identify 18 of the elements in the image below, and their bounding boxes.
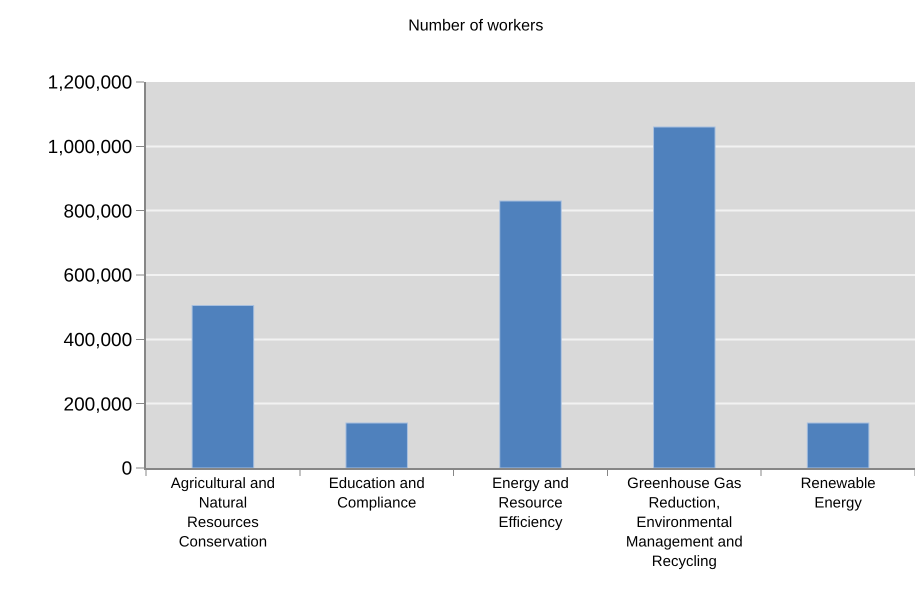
x-tick-label: Greenhouse Gas Reduction, Environmental Management and Recycling [626, 475, 743, 570]
bar [806, 422, 870, 468]
x-tick-label: Energy and Resource Efficiency [492, 475, 569, 531]
x-tick-label: Education and Compliance [328, 475, 425, 512]
y-tick-label: 400,000 [64, 330, 132, 351]
y-tick-label: 800,000 [64, 201, 132, 222]
y-tick-label: 200,000 [64, 394, 132, 416]
y-tick-label: 1,200,000 [48, 72, 132, 94]
x-tick-label: Renewable Energy [800, 475, 876, 512]
y-tick-label: 0 [122, 458, 132, 480]
chart-title: Number of workers [408, 18, 544, 35]
bar [499, 200, 562, 468]
x-tick-label: Agricultural and Natural Resources Conservation [170, 475, 276, 550]
y-tick-label: 1,000,000 [48, 136, 132, 158]
bar [653, 126, 716, 468]
bar [345, 422, 408, 468]
y-tick-label: 600,000 [64, 266, 132, 287]
bar [192, 305, 254, 468]
